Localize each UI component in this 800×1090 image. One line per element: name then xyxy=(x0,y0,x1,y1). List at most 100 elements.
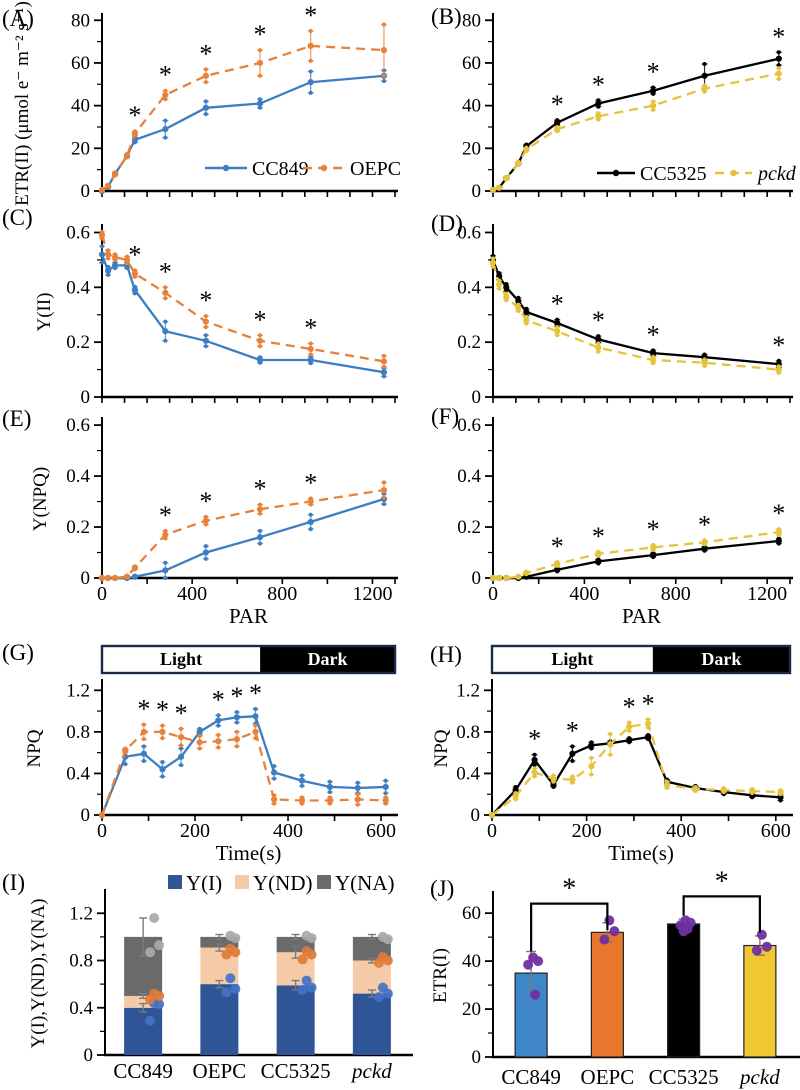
scatter-dot-purple xyxy=(751,945,762,956)
data-marker xyxy=(503,284,510,291)
replicate-dot xyxy=(596,341,601,346)
series-OEPC xyxy=(98,229,388,369)
y-tick-label: 20 xyxy=(462,138,481,159)
scatter-dot-orange xyxy=(306,949,317,960)
panel-letter: (I) xyxy=(2,870,25,895)
x-axis-title: PAR xyxy=(229,604,268,628)
replicate-dot xyxy=(257,541,262,546)
replicate-dot xyxy=(257,97,262,102)
significance-asterisk: * xyxy=(642,689,655,718)
data-marker xyxy=(380,369,388,376)
scatter-dot-gray xyxy=(145,947,156,958)
data-marker xyxy=(298,797,306,804)
replicate-dot xyxy=(381,79,386,84)
replicate-dot xyxy=(308,69,313,74)
data-marker xyxy=(701,359,708,366)
x-axis-title: Time(s) xyxy=(608,841,674,865)
replicate-dot xyxy=(308,527,313,532)
replicate-dot xyxy=(702,62,707,67)
replicate-dot xyxy=(163,338,168,343)
replicate-dot xyxy=(327,779,332,784)
data-marker xyxy=(523,146,530,153)
light-dark-border xyxy=(490,644,792,675)
replicate-dot xyxy=(308,28,313,33)
data-marker xyxy=(650,350,657,357)
legend-marker xyxy=(730,169,737,177)
series-line-OEPC xyxy=(101,44,385,191)
data-marker xyxy=(307,498,314,505)
data-marker xyxy=(523,569,530,577)
data-marker xyxy=(111,262,119,269)
replicate-dot xyxy=(203,80,208,85)
data-marker xyxy=(256,534,264,541)
replicate-dot xyxy=(381,374,386,379)
replicate-dot xyxy=(106,256,111,261)
significance-asterisk: * xyxy=(647,57,660,86)
series-OEPC xyxy=(98,722,389,819)
replicate-dot xyxy=(381,480,386,485)
significance-asterisk: * xyxy=(230,682,243,711)
scatter-dot-purple xyxy=(599,934,610,945)
panel-letter: (D) xyxy=(431,211,463,236)
legend-label: pckd xyxy=(756,163,797,185)
series-OEPC xyxy=(98,22,388,194)
series-pckd xyxy=(489,256,782,375)
significance-asterisk: * xyxy=(156,696,169,725)
replicate-dot xyxy=(160,774,165,779)
replicate-dot xyxy=(203,344,208,349)
series-line-OEPC xyxy=(100,730,386,816)
replicate-dot xyxy=(234,744,239,749)
data-marker xyxy=(159,766,166,773)
data-marker xyxy=(140,750,147,757)
replicate-dot xyxy=(651,107,656,112)
data-marker xyxy=(256,356,264,364)
data-marker xyxy=(215,717,222,724)
data-marker xyxy=(159,728,166,735)
scatter-dot-orange xyxy=(230,947,241,958)
legend-swatch xyxy=(235,875,249,889)
series-CC849 xyxy=(98,68,388,195)
data-marker xyxy=(111,254,119,261)
significance-asterisk: * xyxy=(199,39,212,68)
replicate-dot xyxy=(106,248,111,253)
data-marker xyxy=(775,70,782,77)
category-label: OEPC xyxy=(581,1065,635,1089)
replicate-dot xyxy=(163,560,168,565)
replicate-dot xyxy=(608,752,613,757)
replicate-dot xyxy=(272,801,277,806)
y-tick-label: 0.4 xyxy=(457,466,481,487)
data-marker xyxy=(720,786,727,794)
x-axis-title: Time(s) xyxy=(216,841,282,865)
segment-Y(I) xyxy=(124,1007,163,1055)
replicate-dot xyxy=(355,802,360,807)
series-CC849 xyxy=(98,491,388,582)
series-line-OEPC xyxy=(102,488,385,580)
data-marker xyxy=(196,739,203,746)
data-marker xyxy=(177,753,185,760)
data-marker xyxy=(202,318,210,325)
legend-label: CC5325 xyxy=(640,163,707,185)
legend: CC5325 pckd xyxy=(597,163,797,185)
y-axis-title: Y(I),Y(ND),Y(NA) xyxy=(28,899,49,1049)
data-marker xyxy=(775,529,782,536)
y-tick-label: 20 xyxy=(71,138,90,159)
data-marker xyxy=(162,328,169,335)
significance-asterisk: * xyxy=(175,699,188,728)
replicate-dot xyxy=(203,333,208,338)
replicate-dot xyxy=(327,790,332,795)
scatter-dot-purple xyxy=(609,926,620,937)
scatter-dot-blue xyxy=(373,992,384,1003)
replicate-dot xyxy=(627,720,632,725)
replicate-dot xyxy=(570,758,575,763)
scatter-dot-orange xyxy=(382,955,393,966)
scatter-dot-gray xyxy=(154,940,165,951)
segment-Y(I) xyxy=(352,993,391,1055)
replicate-dot xyxy=(203,314,208,319)
scatter-dot-blue xyxy=(297,985,308,996)
stacked-bar-pckd xyxy=(352,931,393,1055)
stacked-bar-OEPC xyxy=(200,930,241,1055)
scatter-dot-blue xyxy=(230,983,241,994)
replicate-dot xyxy=(203,67,208,72)
data-marker xyxy=(298,777,306,784)
